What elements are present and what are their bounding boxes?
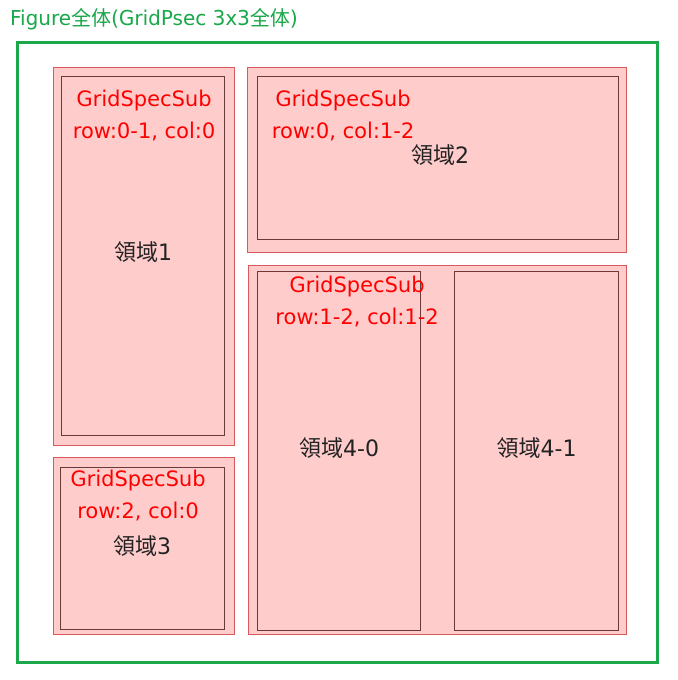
- gridspec-sub-label-d: GridSpecSub row:1-2, col:1-2: [266, 269, 448, 333]
- area-4-1-label: 領域4-1: [496, 437, 577, 462]
- area-4-1-frame: [454, 271, 619, 631]
- gridspec-sub-label-a: GridSpecSub row:0-1, col:0: [66, 83, 222, 147]
- gridspec-sub-label-c-line1: GridSpecSub: [70, 467, 206, 491]
- gridspec-sub-row1-2-col1-2: [248, 265, 627, 635]
- area-3-frame: [60, 467, 225, 630]
- gridspec-sub-label-b-line2: row:0, col:1-2: [271, 119, 415, 143]
- area-1-label: 領域1: [114, 241, 172, 266]
- gridspec-sub-label-c: GridSpecSub row:2, col:0: [60, 463, 216, 527]
- gridspec-sub-label-a-line1: GridSpecSub: [76, 87, 212, 111]
- area-4-0-frame: [257, 271, 421, 631]
- gridspec-sub-label-d-line2: row:1-2, col:1-2: [275, 305, 439, 329]
- gridspec-sub-label-b: GridSpecSub row:0, col:1-2: [264, 83, 422, 147]
- gridspec-sub-row0-col1-2: [247, 67, 627, 253]
- gridspec-sub-label-b-line1: GridSpecSub: [275, 87, 411, 111]
- gridspec-sub-label-a-line2: row:0-1, col:0: [72, 119, 216, 143]
- gridspec-sub-label-d-line1: GridSpecSub: [289, 273, 425, 297]
- gridspec-sub-label-c-line2: row:2, col:0: [77, 499, 199, 523]
- area-4-0-label: 領域4-0: [299, 437, 379, 462]
- gridspec-sub-row2-col0: [53, 457, 235, 635]
- figure-frame: [16, 41, 659, 664]
- area-2-frame: [257, 76, 619, 240]
- area-3-label: 領域3: [113, 535, 171, 560]
- figure-title: Figure全体(GridPsec 3x3全体): [10, 6, 298, 30]
- area-1-frame: [61, 76, 225, 436]
- area-2-label: 領域2: [411, 144, 469, 169]
- gridspec-sub-row0-1-col0: [53, 67, 235, 446]
